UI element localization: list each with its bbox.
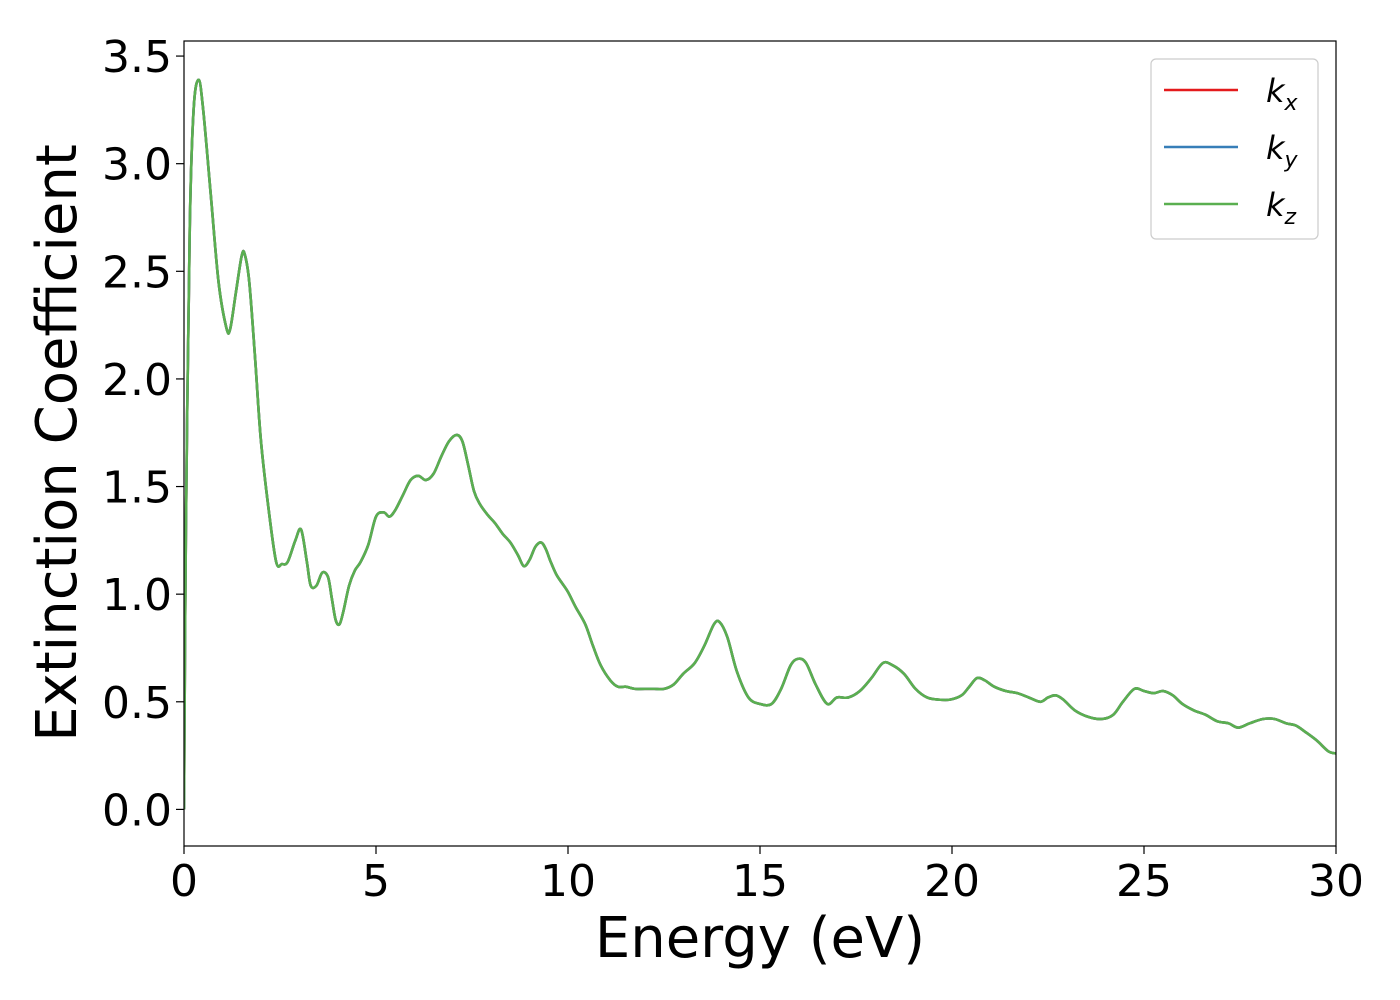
series-line-k-z	[184, 78, 1336, 810]
legend-label: kx	[1266, 72, 1299, 116]
y-axis-label: Extinction Coefficient	[25, 144, 90, 742]
x-tick-label: 15	[732, 856, 788, 907]
x-axis-label: Energy (eV)	[595, 906, 925, 971]
y-tick-label: 1.0	[102, 570, 172, 621]
y-tick-label: 2.0	[102, 355, 172, 406]
x-tick-label: 25	[1116, 856, 1172, 907]
legend-label: ky	[1266, 129, 1299, 173]
legend: kx ky kz	[1150, 58, 1319, 240]
legend-label: kz	[1266, 186, 1297, 230]
x-tick-label: 20	[924, 856, 980, 907]
y-tick-label: 0.5	[102, 678, 172, 729]
x-tick-label: 10	[540, 856, 596, 907]
y-tick-label: 3.0	[102, 140, 172, 191]
x-tick-label: 0	[170, 856, 198, 907]
legend-frame	[1150, 58, 1319, 240]
y-tick-label: 0.0	[102, 785, 172, 836]
y-tick-label: 2.5	[102, 247, 172, 298]
y-tick-label: 1.5	[102, 463, 172, 514]
x-tick-label: 30	[1308, 856, 1364, 907]
x-tick-label: 5	[362, 856, 390, 907]
y-tick-label: 3.5	[102, 32, 172, 83]
